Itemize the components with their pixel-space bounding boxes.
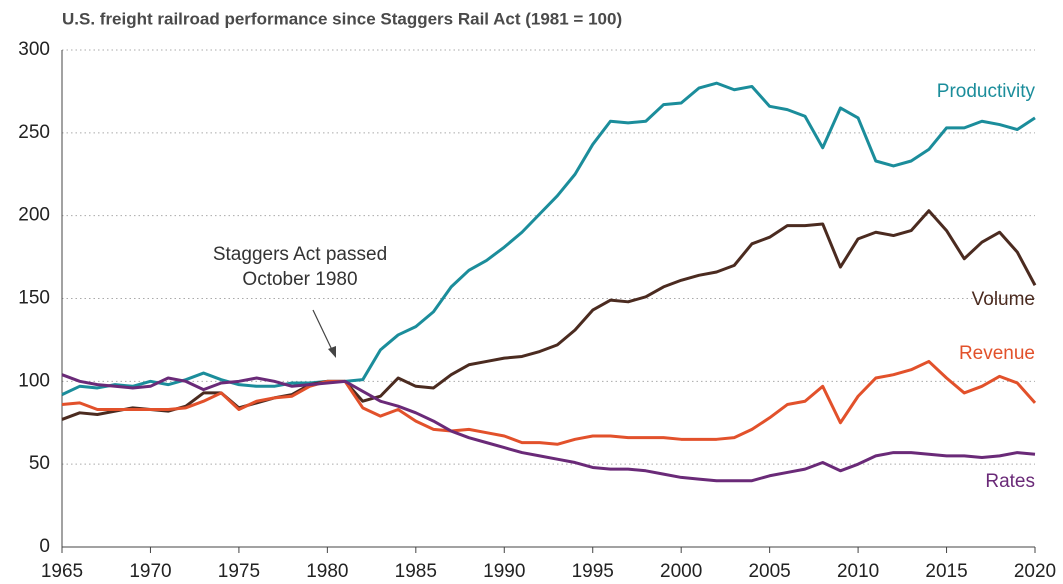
annotation: Staggers Act passed (213, 244, 387, 265)
y-tick-label: 150 (18, 288, 50, 309)
x-tick-label: 2015 (925, 561, 967, 582)
x-tick-label: 1990 (483, 561, 525, 582)
y-tick-label: 250 (18, 122, 50, 143)
x-tick-label: 1965 (41, 561, 83, 582)
y-tick-label: 200 (18, 205, 50, 226)
series-line (61, 81, 1036, 396)
chart-title: U.S. freight railroad performance since … (62, 9, 622, 28)
x-tick-label: 2005 (748, 561, 790, 582)
y-tick-label: 50 (29, 453, 50, 474)
x-tick-label: 1995 (572, 561, 614, 582)
series-line (61, 359, 1037, 446)
x-tick-label: 2000 (660, 561, 702, 582)
x-tick-label: 1985 (395, 561, 437, 582)
arrow-head (328, 346, 336, 358)
x-tick-label: 1980 (306, 561, 348, 582)
series-label: Volume (972, 289, 1035, 310)
y-tick-label: 100 (18, 370, 50, 391)
annotation: October 1980 (242, 269, 357, 290)
x-tick-label: 2010 (837, 561, 879, 582)
series-line (61, 373, 1036, 483)
y-tick-label: 300 (18, 39, 50, 60)
x-tick-label: 1975 (218, 561, 260, 582)
x-tick-label: 2020 (1014, 561, 1056, 582)
annotation-arrow (312, 309, 334, 353)
y-tick-label: 0 (39, 536, 50, 557)
x-tick-label: 1970 (129, 561, 171, 582)
series-label: Rates (985, 471, 1035, 492)
series-label: Revenue (959, 343, 1035, 364)
series-label: Productivity (937, 81, 1036, 102)
